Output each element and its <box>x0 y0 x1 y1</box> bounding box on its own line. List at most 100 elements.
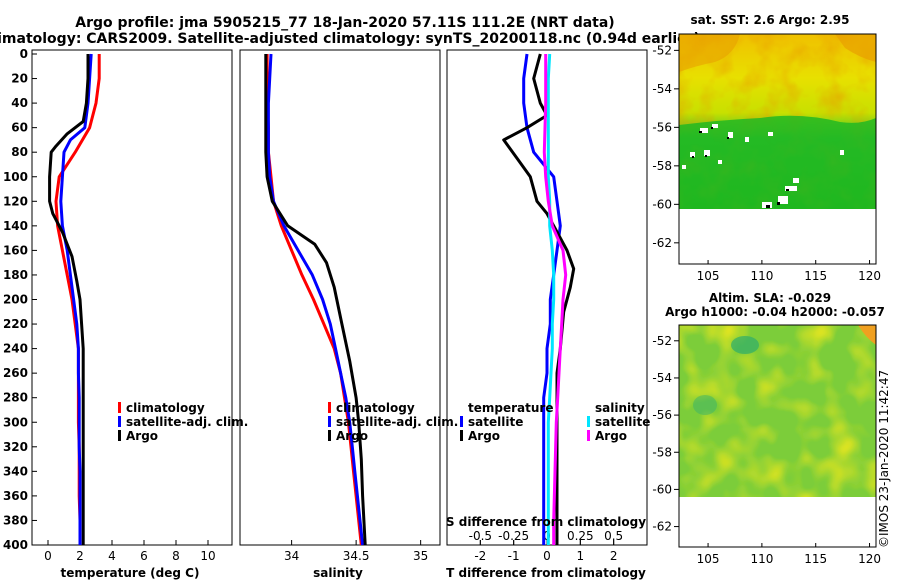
depth-tick-label: 220 <box>3 317 28 331</box>
depth-tick-label: 100 <box>3 170 28 184</box>
legend-label-t-argo: Argo <box>468 429 500 443</box>
lat-tick-label: -62 <box>652 520 672 534</box>
series-argo <box>48 54 90 545</box>
legend-title-salinity: salinity <box>595 401 645 415</box>
x-tick-label: 34 <box>284 549 299 563</box>
legend-swatch-satellite <box>118 416 121 427</box>
x-tick-label: 1 <box>577 549 585 563</box>
x-tick-label: 0.25 <box>567 529 594 543</box>
legend-label-s-argo: Argo <box>595 429 627 443</box>
legend-swatch-s-satellite <box>587 416 590 427</box>
depth-tick-label: 40 <box>11 96 28 110</box>
sla-low-patch <box>731 336 759 354</box>
x-tick-label: 35 <box>413 549 428 563</box>
depth-tick-label: 20 <box>11 72 28 86</box>
legend-swatch-argo <box>118 430 121 441</box>
x-tick-label: 0 <box>543 549 551 563</box>
sst-warm-patch-east <box>835 34 876 62</box>
salinity-plot-frame <box>239 49 441 546</box>
sst-map <box>678 33 877 265</box>
lat-tick-label: -56 <box>652 120 672 134</box>
depth-tick-label: 60 <box>11 121 28 135</box>
depth-axis: 0 20 40 60 80 100 120 140 160 180 200 220 240 260 280 3… <box>3 47 37 552</box>
depth-tick-label: 400 <box>3 538 28 552</box>
series-salinity-satellite <box>546 53 556 545</box>
sla-map-title-line1: Altim. SLA: -0.029 <box>709 291 831 305</box>
x-tick-label: 0 <box>44 549 52 563</box>
x-tick-label: -1 <box>508 549 520 563</box>
salinity-axis-label: salinity <box>313 566 363 580</box>
temperature-series <box>48 53 101 545</box>
temperature-axis-label: temperature (deg C) <box>61 566 200 580</box>
difference-legend-salinity: salinity satellite Argo <box>587 401 650 443</box>
s-difference-axis-label: S difference from climatology <box>446 515 646 529</box>
salinity-legend: climatology satellite-adj. clim. Argo <box>328 401 458 443</box>
depth-tick-label: 120 <box>3 194 28 208</box>
series-climatology <box>265 54 363 546</box>
lat-tick-label: -58 <box>652 445 672 459</box>
lon-tick-label: 115 <box>804 269 827 283</box>
lat-tick-label: -54 <box>652 82 672 96</box>
series-satellite-adj-clim- <box>59 53 93 545</box>
figure-title-line2: Climatology: CARS2009. Satellite-adjuste… <box>0 31 700 47</box>
lat-tick-label: -60 <box>652 197 672 211</box>
series-salinity-argo <box>542 54 568 545</box>
depth-tick-label: 180 <box>3 268 28 282</box>
legend-label-satellite: satellite-adj. clim. <box>126 415 248 429</box>
lon-tick-label: 110 <box>750 552 773 566</box>
x-tick-label: 2 <box>76 549 84 563</box>
t-difference-axis-label: T difference from climatology <box>446 566 646 580</box>
lat-tick-label: -52 <box>652 334 672 348</box>
sla-high-patch <box>858 325 876 345</box>
temperature-legend: climatology satellite-adj. clim. Argo <box>118 401 248 443</box>
s-difference-x-axis: -0.5 -0.25 0 0.25 0.5 <box>469 529 623 545</box>
legend-label-t-satellite: satellite <box>468 415 523 429</box>
sla-map <box>678 324 877 548</box>
x-tick-label: -0.5 <box>469 529 492 543</box>
difference-legend-temperature: temperature satellite Argo <box>460 401 553 443</box>
legend-label-satellite: satellite-adj. clim. <box>336 415 458 429</box>
depth-tick-label: 140 <box>3 219 28 233</box>
sst-map-frame <box>678 33 877 265</box>
legend-swatch-climatology <box>118 402 121 413</box>
footer-credit: ©IMOS 23-Jan-2020 11:42:47 <box>877 370 891 548</box>
depth-tick-label: 0 <box>20 47 28 61</box>
legend-swatch-t-argo <box>460 430 463 441</box>
t-difference-x-axis: -2 -1 0 1 2 <box>474 540 617 563</box>
x-tick-label: 8 <box>172 549 180 563</box>
sla-map-frame <box>678 324 877 548</box>
difference-series <box>502 53 576 545</box>
depth-tick-label: 300 <box>3 415 28 429</box>
sst-warm-patch <box>679 34 740 72</box>
legend-label-argo: Argo <box>336 429 368 443</box>
x-tick-label: 4 <box>108 549 116 563</box>
x-tick-label: -2 <box>474 549 486 563</box>
legend-title-temperature: temperature <box>468 401 553 415</box>
sla-low-patch <box>693 395 717 415</box>
series-argo <box>264 54 367 546</box>
legend-label-s-satellite: satellite <box>595 415 650 429</box>
lon-tick-label: 115 <box>804 552 827 566</box>
legend-swatch-satellite <box>328 416 331 427</box>
lon-tick-label: 105 <box>697 552 720 566</box>
sst-map-axes: -52 -54 -56 -58 -60 -62 105 110 115 120 <box>652 43 881 283</box>
sla-map-title-line2: Argo h1000: -0.04 h2000: -0.057 <box>665 305 885 319</box>
depth-tick-label: 260 <box>3 366 28 380</box>
lat-tick-label: -56 <box>652 408 672 422</box>
x-tick-label: -0.25 <box>498 529 529 543</box>
depth-tick-label: 380 <box>3 513 28 527</box>
x-tick-label: 34.5 <box>343 549 370 563</box>
depth-tick-label: 320 <box>3 440 28 454</box>
depth-tick-label: 280 <box>3 391 28 405</box>
salinity-x-axis: 34 34.5 35 <box>284 540 428 563</box>
lon-tick-label: 105 <box>697 269 720 283</box>
x-tick-label: 6 <box>140 549 148 563</box>
lat-tick-label: -54 <box>652 371 672 385</box>
depth-tick-label: 240 <box>3 342 28 356</box>
salinity-series <box>264 53 367 546</box>
lat-tick-label: -52 <box>652 43 672 57</box>
legend-swatch-t-satellite <box>460 416 463 427</box>
series-satellite-adj-clim- <box>266 53 365 546</box>
depth-tick-label: 360 <box>3 489 28 503</box>
